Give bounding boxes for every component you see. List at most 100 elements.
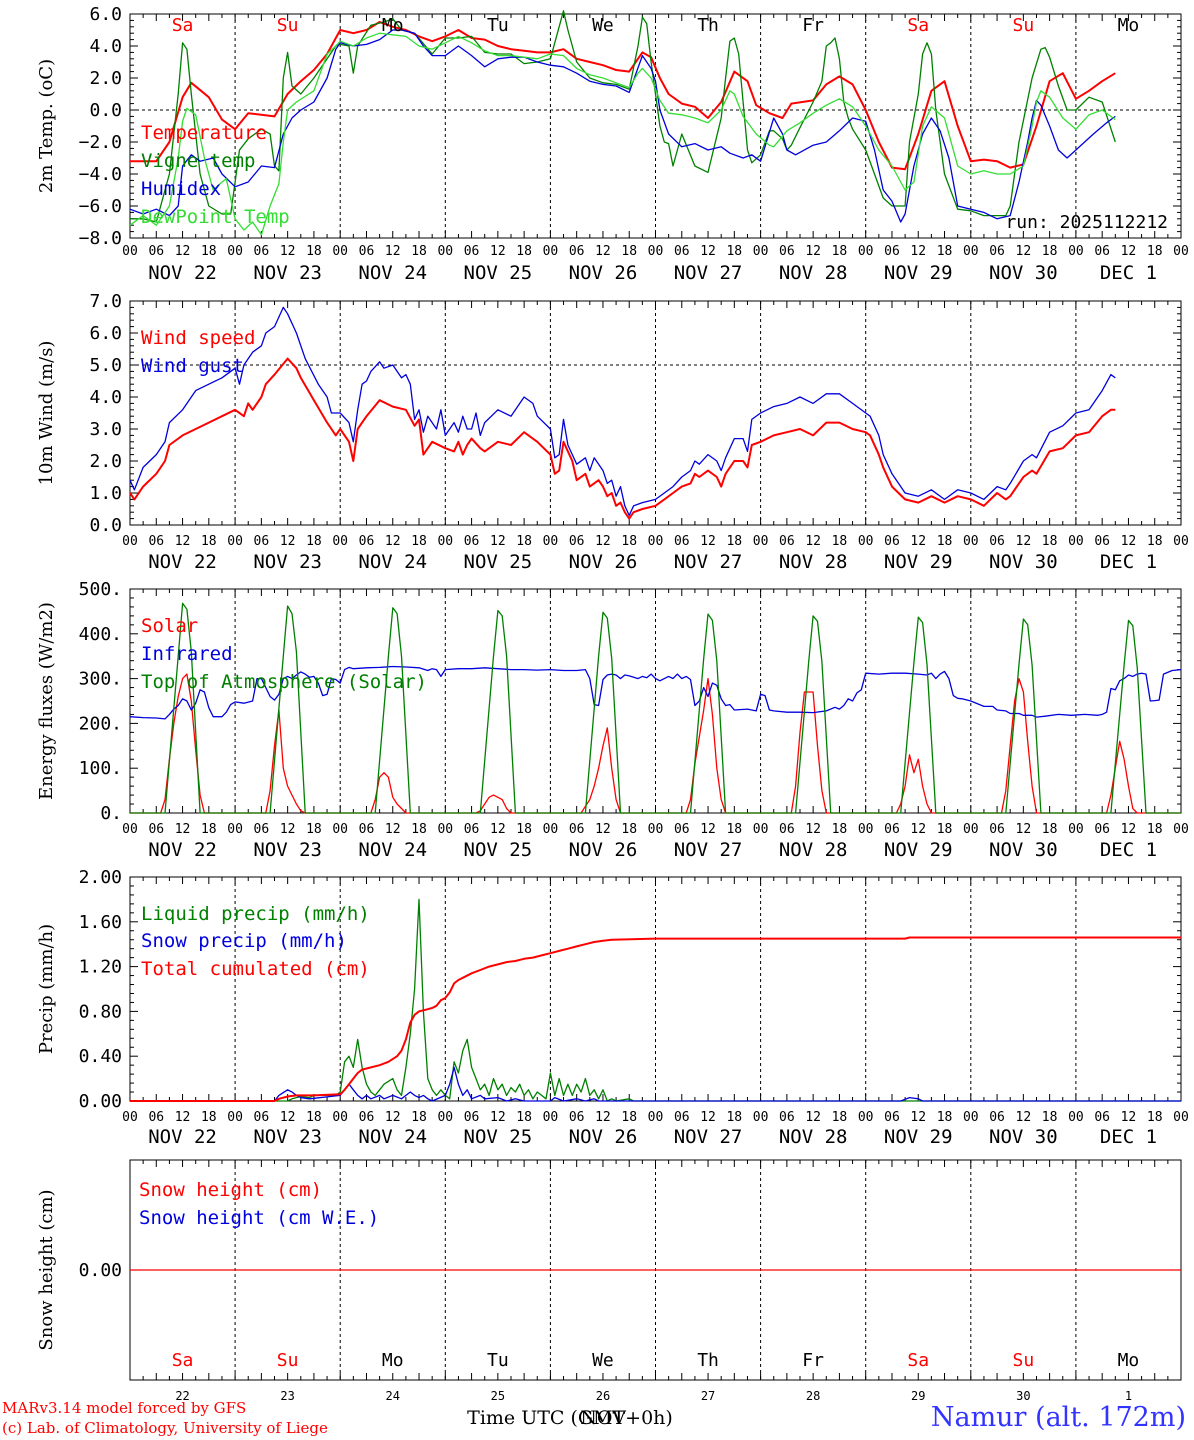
day-number-label: 23 bbox=[280, 1389, 294, 1403]
hour-tick-label: 00 bbox=[122, 822, 138, 837]
hour-tick-label: 00 bbox=[543, 1110, 559, 1125]
hour-tick-label: 00 bbox=[1173, 244, 1189, 259]
date-label: NOV 24 bbox=[358, 1126, 427, 1148]
hour-tick-label: 06 bbox=[884, 822, 900, 837]
hour-tick-label: 12 bbox=[595, 244, 611, 259]
hour-tick-label: 12 bbox=[175, 822, 191, 837]
hour-tick-label: 00 bbox=[1173, 534, 1189, 549]
hour-tick-label: 18 bbox=[621, 244, 637, 259]
hour-tick-label: 06 bbox=[884, 534, 900, 549]
hour-tick-label: 18 bbox=[411, 1110, 427, 1125]
hour-tick-label: 18 bbox=[726, 822, 742, 837]
legend-entry: Snow height (cm) bbox=[139, 1179, 322, 1201]
weekday-label: Su bbox=[1013, 1350, 1035, 1371]
y-axis-label: Energy fluxes (W/m2) bbox=[36, 602, 57, 800]
legend-entry: Wind gust bbox=[141, 355, 244, 377]
hour-tick-label: 00 bbox=[753, 244, 769, 259]
weekday-label: Sa bbox=[172, 15, 194, 36]
hour-tick-label: 06 bbox=[989, 1110, 1005, 1125]
hour-tick-label: 06 bbox=[464, 822, 480, 837]
hour-tick-label: 18 bbox=[411, 244, 427, 259]
weekday-label: Sa bbox=[907, 1350, 929, 1371]
hour-tick-label: 12 bbox=[700, 1110, 716, 1125]
weekday-label: We bbox=[592, 1350, 614, 1371]
date-label: NOV 26 bbox=[569, 262, 638, 284]
hour-tick-label: 06 bbox=[569, 1110, 585, 1125]
y-tick-label: 200. bbox=[79, 713, 122, 734]
hour-tick-label: 12 bbox=[700, 822, 716, 837]
hour-tick-label: 18 bbox=[937, 1110, 953, 1125]
hour-tick-label: 12 bbox=[595, 534, 611, 549]
hour-tick-label: 12 bbox=[805, 1110, 821, 1125]
y-tick-label: 1.60 bbox=[79, 912, 122, 933]
hour-tick-label: 06 bbox=[779, 822, 795, 837]
hour-tick-label: 18 bbox=[201, 1110, 217, 1125]
hour-tick-label: 18 bbox=[1147, 534, 1163, 549]
hour-tick-label: 00 bbox=[227, 822, 243, 837]
series-infrared bbox=[129, 665, 1182, 720]
date-label: NOV 22 bbox=[148, 839, 217, 861]
hour-tick-label: 12 bbox=[280, 244, 296, 259]
date-label: NOV 22 bbox=[148, 262, 217, 284]
date-label: DEC 1 bbox=[1100, 1126, 1157, 1148]
hour-tick-label: 18 bbox=[306, 534, 322, 549]
hour-tick-label: 00 bbox=[332, 822, 348, 837]
hour-tick-label: 12 bbox=[700, 534, 716, 549]
hour-tick-label: 06 bbox=[359, 534, 375, 549]
y-tick-label: 2.0 bbox=[89, 451, 122, 472]
date-label: NOV 25 bbox=[464, 1126, 533, 1148]
hour-tick-label: 00 bbox=[858, 822, 874, 837]
hour-tick-label: 00 bbox=[1068, 244, 1084, 259]
hour-tick-label: 06 bbox=[1094, 1110, 1110, 1125]
series-vigne-temp bbox=[130, 10, 1116, 223]
hour-tick-label: 00 bbox=[648, 822, 664, 837]
series-total-cumulated-cm- bbox=[130, 936, 1181, 1102]
hour-tick-label: 06 bbox=[148, 534, 164, 549]
hour-tick-label: 12 bbox=[385, 1110, 401, 1125]
date-label: NOV 30 bbox=[989, 551, 1058, 573]
date-label: NOV 23 bbox=[253, 839, 322, 861]
hour-tick-label: 12 bbox=[385, 244, 401, 259]
hour-tick-label: 00 bbox=[963, 822, 979, 837]
date-label: NOV 29 bbox=[884, 1126, 953, 1148]
y-axis-label: 10m Wind (m/s) bbox=[36, 341, 57, 486]
y-tick-label: 6.0 bbox=[89, 4, 122, 25]
date-label: NOV 28 bbox=[779, 1126, 848, 1148]
hour-tick-label: 18 bbox=[306, 1110, 322, 1125]
hour-tick-label: 12 bbox=[385, 822, 401, 837]
series-solar bbox=[130, 673, 1181, 814]
hour-tick-label: 00 bbox=[227, 1110, 243, 1125]
y-tick-label: 4.0 bbox=[89, 36, 122, 57]
hour-tick-label: 00 bbox=[648, 244, 664, 259]
hour-tick-label: 12 bbox=[1121, 244, 1137, 259]
hour-tick-label: 00 bbox=[963, 1110, 979, 1125]
hour-tick-label: 00 bbox=[1068, 822, 1084, 837]
hour-tick-label: 12 bbox=[490, 822, 506, 837]
station-title: Namur (alt. 172m) bbox=[930, 1402, 1186, 1433]
hour-tick-label: 06 bbox=[1094, 534, 1110, 549]
hour-tick-label: 18 bbox=[726, 534, 742, 549]
hour-tick-label: 18 bbox=[726, 1110, 742, 1125]
weekday-label: Fr bbox=[802, 15, 824, 36]
hour-tick-label: 12 bbox=[595, 1110, 611, 1125]
date-label: NOV 27 bbox=[674, 551, 743, 573]
weekday-label: Mo bbox=[382, 15, 404, 36]
legend-entry: Solar bbox=[141, 615, 198, 637]
hour-tick-label: 00 bbox=[858, 1110, 874, 1125]
y-tick-label: −4.0 bbox=[79, 164, 122, 185]
hour-tick-label: 00 bbox=[648, 534, 664, 549]
hour-tick-label: 12 bbox=[1016, 822, 1032, 837]
hour-tick-label: 12 bbox=[700, 244, 716, 259]
date-label: NOV 25 bbox=[464, 839, 533, 861]
date-label: NOV 30 bbox=[989, 1126, 1058, 1148]
hour-tick-label: 06 bbox=[359, 244, 375, 259]
legend-entry: Snow height (cm W.E.) bbox=[139, 1207, 379, 1229]
hour-tick-label: 06 bbox=[674, 244, 690, 259]
hour-tick-label: 18 bbox=[516, 244, 532, 259]
hour-tick-label: 06 bbox=[464, 1110, 480, 1125]
y-tick-label: 300. bbox=[79, 669, 122, 690]
date-label: NOV 29 bbox=[884, 551, 953, 573]
weekday-label: Mo bbox=[382, 1350, 404, 1371]
hour-tick-label: 12 bbox=[595, 822, 611, 837]
date-label: DEC 1 bbox=[1100, 839, 1157, 861]
